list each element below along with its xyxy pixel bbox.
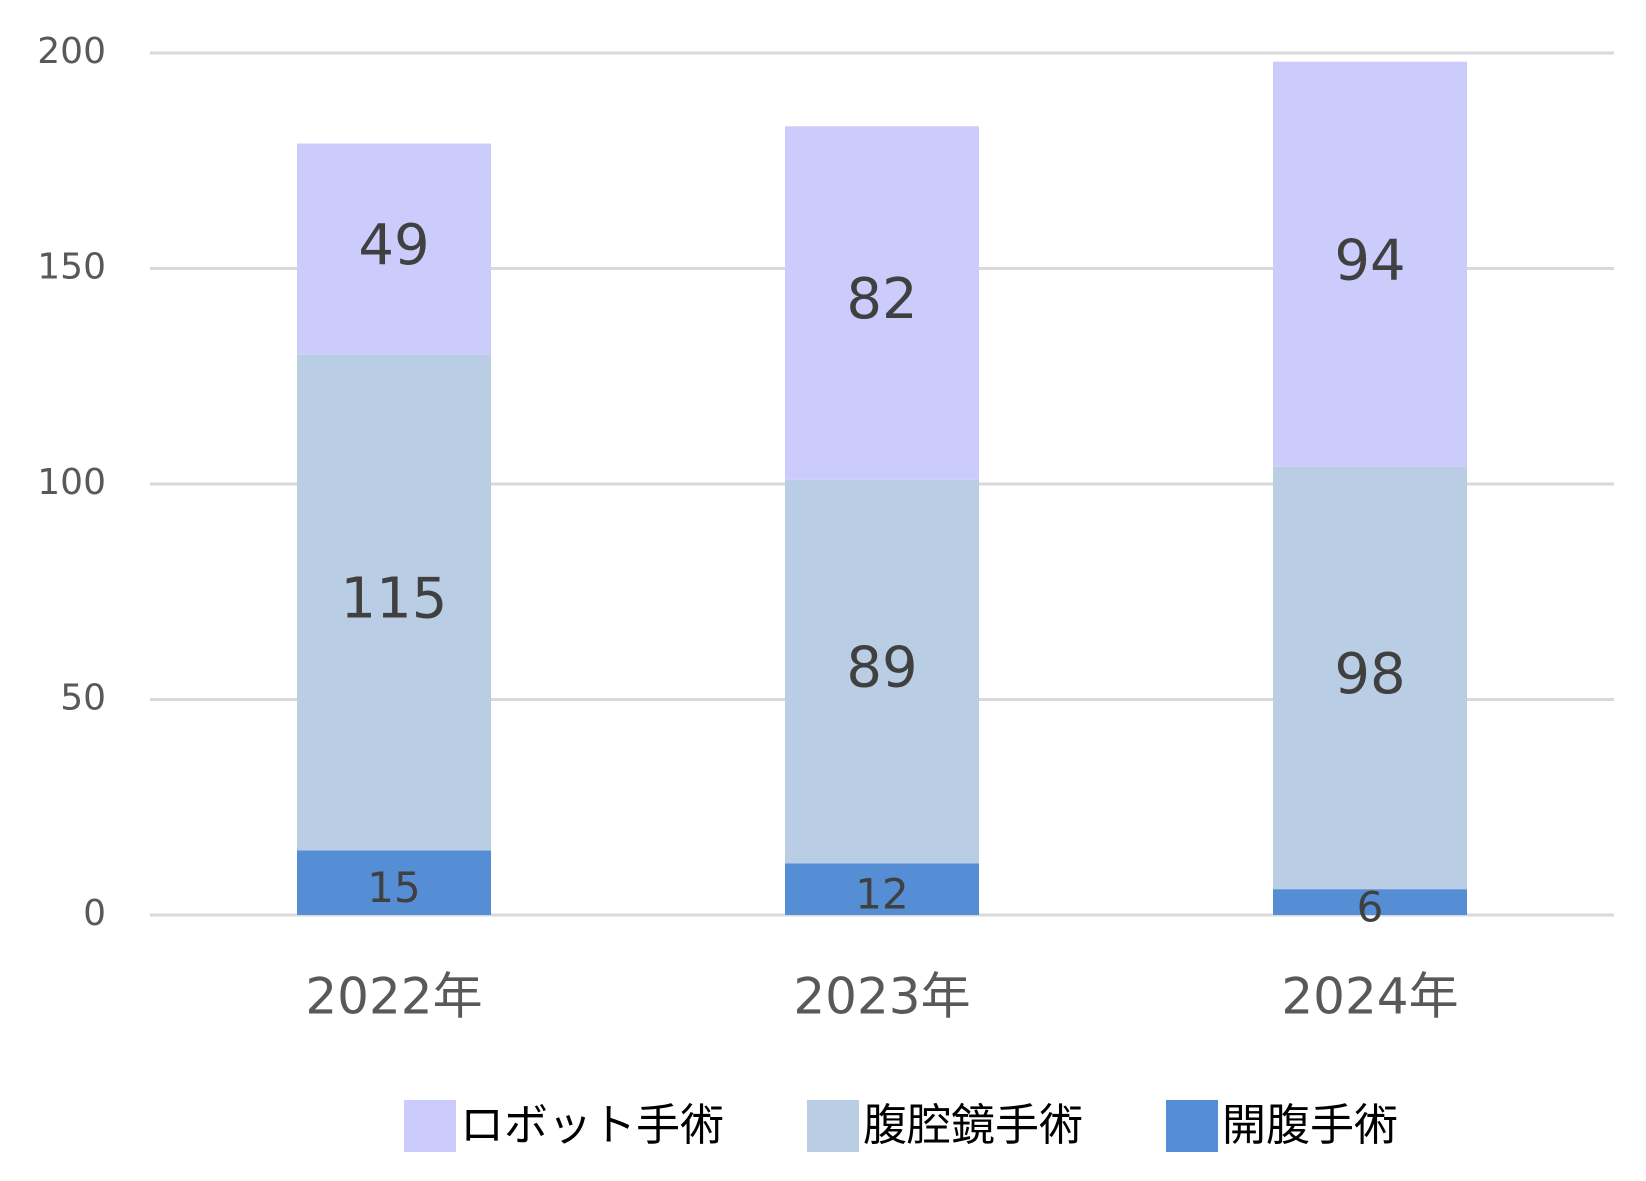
data-label: 15 bbox=[367, 863, 420, 912]
y-tick-label: 150 bbox=[37, 247, 106, 288]
legend-swatch bbox=[404, 1100, 456, 1152]
data-label: 12 bbox=[855, 870, 908, 919]
x-tick-label: 2024年 bbox=[1281, 968, 1458, 1026]
bar-segment bbox=[1273, 466, 1467, 890]
bar-segment bbox=[785, 863, 979, 915]
bar-segment bbox=[297, 143, 491, 355]
y-tick-label: 50 bbox=[60, 678, 106, 719]
bar-segment bbox=[785, 479, 979, 864]
data-label: 6 bbox=[1357, 883, 1384, 932]
data-label: 49 bbox=[358, 213, 429, 278]
data-label: 115 bbox=[341, 567, 448, 632]
data-label: 89 bbox=[846, 636, 917, 701]
bar-segment bbox=[297, 354, 491, 851]
legend-label: 開腹手術 bbox=[1222, 1100, 1398, 1151]
legend-swatch bbox=[807, 1100, 859, 1152]
data-label: 94 bbox=[1334, 228, 1405, 293]
bar-segment bbox=[1273, 889, 1467, 915]
y-tick-label: 200 bbox=[37, 31, 106, 72]
y-tick-label: 0 bbox=[83, 893, 106, 934]
legend-label: ロボット手術 bbox=[460, 1100, 724, 1151]
data-label: 82 bbox=[846, 267, 917, 332]
bar-segment bbox=[785, 126, 979, 480]
bar-segment bbox=[297, 850, 491, 915]
data-label: 98 bbox=[1334, 642, 1405, 707]
legend-swatch bbox=[1166, 1100, 1218, 1152]
legend-label: 腹腔鏡手術 bbox=[863, 1100, 1083, 1151]
y-tick-label: 100 bbox=[37, 462, 106, 503]
x-tick-label: 2023年 bbox=[793, 968, 970, 1026]
x-tick-label: 2022年 bbox=[305, 968, 482, 1026]
bar-segment bbox=[1273, 61, 1467, 467]
